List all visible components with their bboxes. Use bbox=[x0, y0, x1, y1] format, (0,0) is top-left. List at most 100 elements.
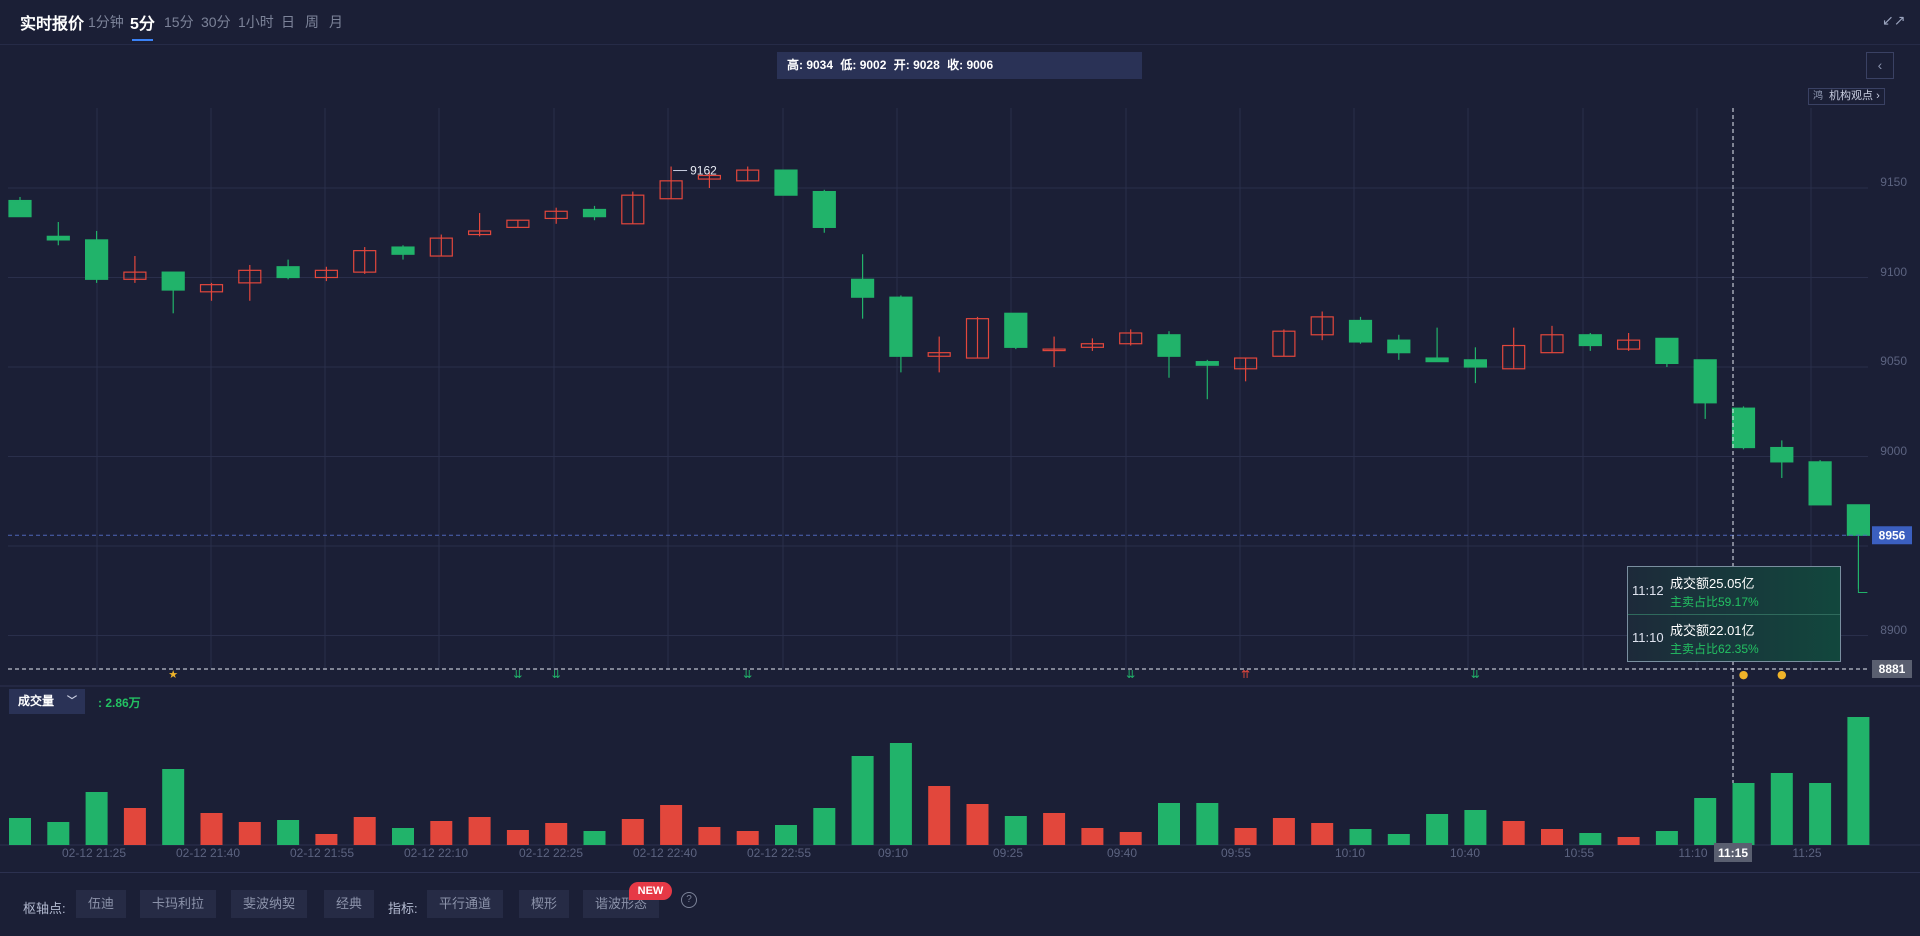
x-tick-label: 02-12 21:55 bbox=[290, 846, 354, 860]
volume-bar bbox=[1004, 816, 1027, 845]
volume-indicator-select[interactable]: 成交量 ﹀ bbox=[9, 689, 85, 714]
tab-month[interactable]: 月 bbox=[329, 14, 343, 30]
volume-bar bbox=[775, 825, 797, 845]
collapse-button[interactable]: ‹ bbox=[1866, 52, 1894, 79]
tab-week[interactable]: 周 bbox=[305, 14, 319, 30]
candles-group bbox=[8, 166, 1871, 589]
tooltip-ratio: 主卖占比59.17% bbox=[1670, 595, 1759, 609]
candlestick-chart[interactable]: 9150 9100 9050 9000 8900 9162 8956 8881 ★ ⇊ ⇊ ⇊ ⇊ ⇈ ⇊ ●… bbox=[0, 0, 1920, 872]
volume-bar bbox=[506, 830, 529, 845]
pivot-woodie-button[interactable]: 伍迪 bbox=[76, 890, 127, 918]
y-tick-label: 9000 bbox=[1880, 444, 1907, 458]
candle-body bbox=[199, 284, 224, 293]
event-marker: ● bbox=[1739, 668, 1749, 681]
candle-body bbox=[774, 169, 798, 196]
candle-body bbox=[1119, 332, 1143, 345]
volume-bar bbox=[238, 822, 261, 845]
y-tick-label: 9100 bbox=[1880, 265, 1907, 279]
candle-body bbox=[1693, 359, 1717, 404]
indicator-harmonic-button[interactable]: 谐波形态 bbox=[583, 890, 660, 918]
candle-body bbox=[238, 269, 262, 284]
indicator-parallel-channel-button[interactable]: 平行通道 bbox=[427, 890, 504, 918]
max-price-label: 9162 bbox=[690, 164, 717, 178]
volume-bar bbox=[889, 743, 912, 845]
candle-body bbox=[1042, 348, 1066, 352]
volume-bar bbox=[1847, 717, 1870, 845]
event-marker: ⇊ bbox=[513, 668, 522, 681]
candle-body bbox=[161, 271, 185, 291]
candle-body bbox=[1195, 361, 1219, 366]
candle-body bbox=[544, 210, 568, 220]
pivot-camarilla-button[interactable]: 卡玛利拉 bbox=[140, 890, 217, 918]
bottom-toolbar: 枢轴点: 伍迪 卡玛利拉 斐波纳契 经典 指标: 平行通道 楔形 谐波形态 bbox=[0, 872, 1920, 936]
volume-bar bbox=[1043, 813, 1066, 845]
new-badge: NEW bbox=[629, 882, 672, 900]
tab-15min[interactable]: 15分 bbox=[164, 14, 194, 30]
volume-bar bbox=[85, 792, 108, 845]
ohlc-low: 低: 9002 bbox=[840, 58, 887, 72]
indicator-label: 指标: bbox=[388, 901, 418, 916]
candle-body bbox=[1770, 446, 1794, 463]
candle-body bbox=[1731, 407, 1756, 449]
event-marker: ★ bbox=[168, 668, 178, 681]
x-tick-label: 02-12 21:25 bbox=[62, 846, 126, 860]
x-tick-label: 02-12 22:25 bbox=[519, 846, 583, 860]
pivot-fibonacci-button[interactable]: 斐波纳契 bbox=[231, 890, 308, 918]
indicator-wedge-button[interactable]: 楔形 bbox=[519, 890, 570, 918]
volume-bar bbox=[813, 808, 836, 845]
candle-body bbox=[1463, 359, 1488, 368]
volume-bar bbox=[1694, 798, 1717, 845]
tab-5min[interactable]: 5分 bbox=[130, 10, 155, 41]
volume-bar bbox=[1464, 810, 1487, 845]
tab-30min[interactable]: 30分 bbox=[201, 14, 231, 30]
candle-body bbox=[1808, 461, 1832, 506]
current-price-tag bbox=[1872, 526, 1912, 545]
x-tick-label: 09:10 bbox=[878, 846, 908, 860]
volume-bar bbox=[123, 808, 146, 845]
volume-bar bbox=[9, 818, 31, 845]
candle-body bbox=[1540, 334, 1564, 354]
candle-body bbox=[659, 180, 683, 200]
pivot-classic-button[interactable]: 经典 bbox=[324, 890, 375, 918]
event-marker: ⇊ bbox=[1471, 668, 1480, 681]
volume-bar bbox=[1349, 829, 1372, 845]
x-tick-label: 10:10 bbox=[1335, 846, 1365, 860]
volume-bar bbox=[1617, 837, 1640, 845]
volume-bar bbox=[1502, 821, 1525, 845]
tab-day[interactable]: 日 bbox=[281, 14, 295, 30]
event-marker: ● bbox=[1777, 668, 1787, 681]
candle-body bbox=[1004, 312, 1028, 348]
shrink-icon[interactable]: ↙↗ bbox=[1882, 12, 1906, 28]
volume-value: : 2.86万 bbox=[98, 696, 141, 710]
volume-bar bbox=[851, 756, 874, 845]
institution-view-button[interactable]: 鸿机构观点 › bbox=[1808, 88, 1885, 105]
tab-1min[interactable]: 1分钟 bbox=[88, 14, 124, 30]
volume-bar bbox=[1272, 818, 1295, 845]
x-tick-label: 11:10 bbox=[1678, 846, 1707, 860]
candle-body bbox=[850, 278, 875, 298]
volume-bar bbox=[966, 804, 989, 845]
candle-body bbox=[1425, 357, 1449, 363]
event-marker: ⇊ bbox=[743, 668, 752, 681]
chevron-right-icon: › bbox=[1876, 90, 1880, 102]
volume-bar bbox=[162, 769, 185, 845]
volume-bar bbox=[1196, 803, 1219, 845]
tooltip-time: 11:12 bbox=[1632, 583, 1664, 598]
volume-bar bbox=[698, 827, 721, 845]
chevron-down-icon: ﹀ bbox=[67, 696, 77, 707]
help-icon[interactable]: ? bbox=[681, 892, 697, 908]
candle-body bbox=[123, 271, 147, 280]
y-tick-label: 9150 bbox=[1880, 175, 1907, 189]
candle-body bbox=[1272, 330, 1296, 357]
volume-bar bbox=[660, 805, 683, 845]
candle-body bbox=[276, 266, 300, 279]
volume-bar bbox=[1426, 814, 1449, 845]
tooltip-ratio: 主卖占比62.35% bbox=[1670, 642, 1759, 656]
volume-bar bbox=[1541, 829, 1563, 845]
ohlc-summary: 高: 9034 低: 9002 开: 9028 收: 9006 bbox=[777, 52, 1142, 79]
candle-body bbox=[8, 199, 32, 218]
ohlc-high: 高: 9034 bbox=[787, 58, 834, 72]
volume-bar bbox=[1119, 832, 1142, 845]
tab-1hour[interactable]: 1小时 bbox=[238, 14, 274, 30]
